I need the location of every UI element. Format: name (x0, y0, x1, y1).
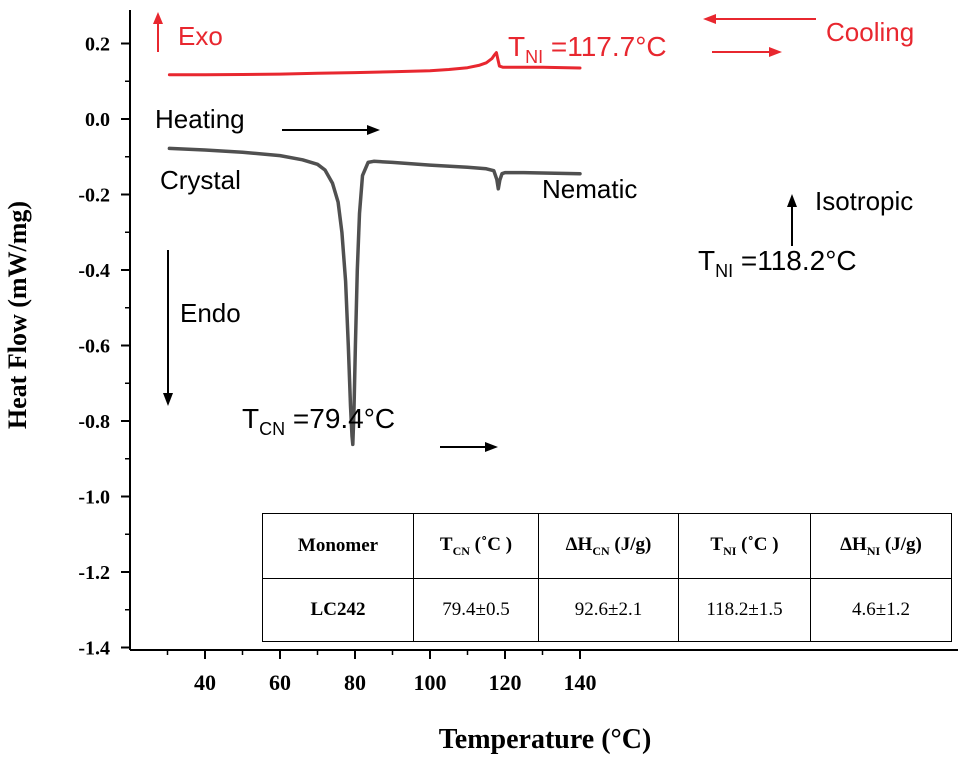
tcn-annotation: TCN =79.4°C (242, 403, 395, 439)
cooling-curve (167, 51, 582, 77)
tni-heating-arrowhead (787, 194, 797, 207)
x-tick-label: 60 (269, 670, 291, 695)
tni-cooling-arrowhead (769, 47, 782, 57)
y-tick-label: 0.2 (85, 34, 110, 56)
cooling-label: Cooling (826, 17, 914, 47)
cell-tni: 118.2±1.5 (678, 578, 811, 642)
tni-cool-value: =117.7°C (543, 31, 667, 62)
curves (167, 51, 582, 447)
header-tni: TNI (˚C ) (678, 513, 811, 579)
tni-cooling-annotation: TNI =117.7°C (508, 31, 667, 67)
tcn-value: =79.4°C (285, 403, 395, 434)
y-tick-label: 0.0 (85, 109, 110, 131)
y-tick-label: -0.6 (78, 336, 110, 358)
endo-arrowhead (163, 393, 173, 406)
x-tick-label: 80 (344, 670, 366, 695)
tni-cool-sub: NI (525, 47, 543, 67)
header-tcn: TCN (˚C ) (413, 513, 539, 579)
tni-heat-value: =118.2°C (733, 245, 857, 276)
table-row: LC242 79.4±0.5 92.6±2.1 118.2±1.5 4.6±1.… (262, 578, 952, 642)
y-tick-label: -1.4 (78, 638, 110, 660)
tni-heat-sub: NI (715, 261, 733, 281)
x-tick-label: 100 (414, 670, 447, 695)
crystal-label: Crystal (160, 165, 241, 195)
header-monomer: Monomer (262, 513, 414, 579)
properties-table: Monomer TCN (˚C ) ΔHCN (J/g) TNI (˚C ) Δ… (262, 513, 952, 642)
x-tick-label: 40 (194, 670, 216, 695)
cell-dhcn: 92.6±2.1 (538, 578, 679, 642)
y-tick-label: -0.4 (78, 260, 110, 282)
y-tick-label: -0.8 (78, 411, 110, 433)
heating-arrowhead (367, 125, 380, 135)
x-axis-label: Temperature (°C) (439, 724, 652, 755)
tni-cool-t: T (508, 31, 525, 62)
nematic-label: Nematic (542, 174, 637, 204)
cell-monomer: LC242 (262, 578, 414, 642)
x-tick-label: 120 (489, 670, 522, 695)
tcn-t: T (242, 403, 259, 434)
y-tick-label: -0.2 (78, 185, 110, 207)
y-tick-label: -1.0 (78, 487, 110, 509)
header-dhcn: ΔHCN (J/g) (538, 513, 679, 579)
heating-label: Heating (155, 104, 245, 134)
tick-labels: 40 60 80 100 120 140 0.2 0.0 -0.2 -0.4 -0.6 -0.8 -1.… (78, 34, 596, 696)
header-dhni: ΔHNI (J/g) (810, 513, 952, 579)
y-tick-label: -1.2 (78, 562, 110, 584)
tcn-sub: CN (259, 419, 285, 439)
exo-label: Exo (178, 21, 223, 51)
tni-heating-annotation: TNI =118.2°C (698, 245, 857, 281)
cooling-arrowhead (703, 14, 716, 24)
x-tick-label: 140 (564, 670, 597, 695)
cell-dhni: 4.6±1.2 (810, 578, 952, 642)
tcn-arrowhead (485, 442, 498, 452)
cell-tcn: 79.4±0.5 (413, 578, 539, 642)
y-axis-label: Heat Flow (mW/mg) (3, 201, 32, 429)
table-header-row: Monomer TCN (˚C ) ΔHCN (J/g) TNI (˚C ) Δ… (262, 513, 952, 579)
isotropic-label: Isotropic (815, 186, 913, 216)
tni-heat-t: T (698, 245, 715, 276)
endo-label: Endo (180, 298, 241, 328)
heating-curve (167, 146, 582, 447)
exo-arrowhead (153, 12, 163, 24)
